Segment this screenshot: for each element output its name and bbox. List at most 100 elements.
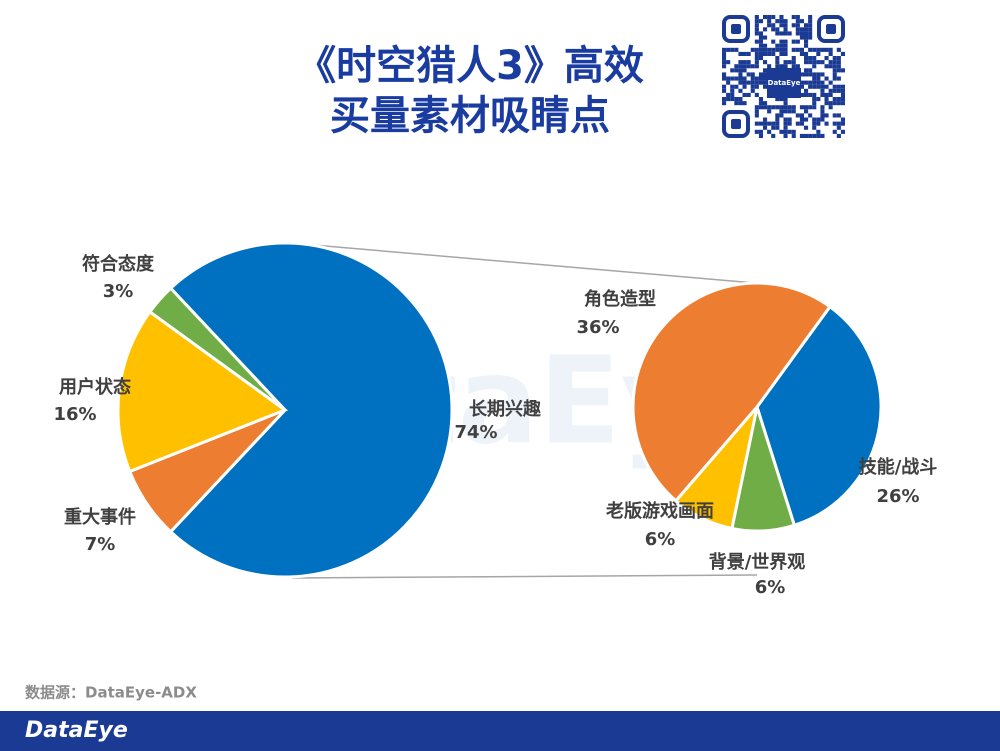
qr-cell <box>775 31 780 36</box>
qr-cell <box>746 51 751 56</box>
qr-cell <box>783 97 788 102</box>
qr-cell <box>824 97 829 102</box>
qr-cell <box>832 56 837 61</box>
qr-cell <box>820 92 825 97</box>
qr-cell <box>746 80 751 85</box>
qr-cell <box>816 133 821 138</box>
qr-cell <box>812 92 817 97</box>
title-line: 买量素材吸睛点 <box>330 93 610 139</box>
source: 数据源：DataEye-ADX <box>25 684 197 702</box>
qr-cell <box>828 80 833 85</box>
qr-finder <box>817 15 845 43</box>
qr-cell <box>763 72 768 77</box>
qr-cell <box>840 84 845 89</box>
qr-cell <box>804 39 809 44</box>
qr-cell <box>758 97 763 102</box>
qr-cell <box>836 84 841 89</box>
connector <box>289 242 756 284</box>
qr-cell <box>795 27 800 32</box>
qr-cell <box>812 101 817 106</box>
qr-cell <box>791 15 796 20</box>
qr-cell <box>804 51 809 56</box>
qr-cell <box>779 39 784 44</box>
qr-cell <box>767 15 772 20</box>
qr-cell <box>808 15 813 20</box>
qr-cell <box>812 133 817 138</box>
qr-cell <box>738 64 743 69</box>
qr-cell <box>738 68 743 73</box>
qr-cell <box>808 27 813 32</box>
qr-cell <box>783 101 788 106</box>
qr-cell <box>812 84 817 89</box>
qr-cell <box>783 64 788 69</box>
qr-cell <box>808 68 813 73</box>
qr-cell <box>775 60 780 65</box>
qr-cell <box>832 64 837 69</box>
qr-cell <box>775 113 780 118</box>
qr-cell <box>734 101 739 106</box>
qr-cell <box>771 23 776 28</box>
qr-cell <box>763 51 768 56</box>
qr-cell <box>832 129 837 134</box>
qr-cell <box>824 101 829 106</box>
qr-cell <box>836 56 841 61</box>
qr-cell <box>734 68 739 73</box>
qr-cell <box>804 109 809 114</box>
qr-cell <box>750 88 755 93</box>
qr-cell <box>763 117 768 122</box>
qr-cell <box>787 60 792 65</box>
qr-cell <box>820 80 825 85</box>
qr-cell <box>783 39 788 44</box>
qr-cell <box>722 64 727 69</box>
qr-cell <box>763 43 768 48</box>
qr-cell <box>783 31 788 36</box>
qr-finder <box>731 24 741 34</box>
qr-cell <box>799 35 804 40</box>
pie-slice <box>147 286 287 412</box>
qr-cell <box>730 88 735 93</box>
qr-cell <box>799 19 804 24</box>
qr-cell <box>804 31 809 36</box>
qr-cell <box>767 121 772 126</box>
qr-cell <box>738 101 743 106</box>
qr-cell <box>738 76 743 81</box>
qr-cell <box>771 47 776 52</box>
qr-cell <box>758 35 763 40</box>
qr-cell <box>808 133 813 138</box>
qr-cell <box>734 47 739 52</box>
qr-cell <box>783 60 788 65</box>
qr-cell <box>799 80 804 85</box>
qr-cell <box>795 64 800 69</box>
qr-cell <box>763 125 768 130</box>
qr-cell <box>836 97 841 102</box>
qr-cell <box>804 72 809 77</box>
qr-cell <box>836 60 841 65</box>
qr-cell <box>808 84 813 89</box>
qr-cell <box>754 39 759 44</box>
qr-cell <box>722 84 727 89</box>
qr-cell <box>775 121 780 126</box>
qr-cell <box>812 56 817 61</box>
qr-cell <box>816 72 821 77</box>
qr-cell <box>832 88 837 93</box>
qr-cell <box>763 101 768 106</box>
qr-cell <box>775 19 780 24</box>
value-label: 36% <box>576 317 619 338</box>
qr-cell <box>738 51 743 56</box>
qr-cell <box>795 19 800 24</box>
qr-cell <box>820 117 825 122</box>
qr-cell <box>840 97 845 102</box>
qr-cell <box>767 105 772 110</box>
qr-cell <box>738 60 743 65</box>
qr-cell <box>828 51 833 56</box>
qr-cell <box>791 60 796 65</box>
pie-slice <box>755 304 883 528</box>
qr-cell <box>808 80 813 85</box>
qr-cell <box>832 113 837 118</box>
qr-cell <box>840 88 845 93</box>
category-label: 技能/战斗 <box>859 456 938 478</box>
qr-cell <box>750 76 755 81</box>
qr-cell <box>754 105 759 110</box>
qr-cell <box>816 51 821 56</box>
qr-cell <box>808 56 813 61</box>
